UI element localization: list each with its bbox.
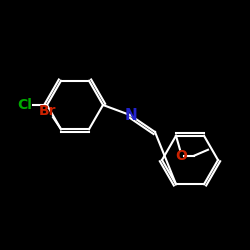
Text: O: O	[175, 149, 187, 163]
Text: N: N	[124, 108, 138, 124]
Text: Br: Br	[38, 104, 56, 118]
Text: Cl: Cl	[18, 98, 32, 112]
